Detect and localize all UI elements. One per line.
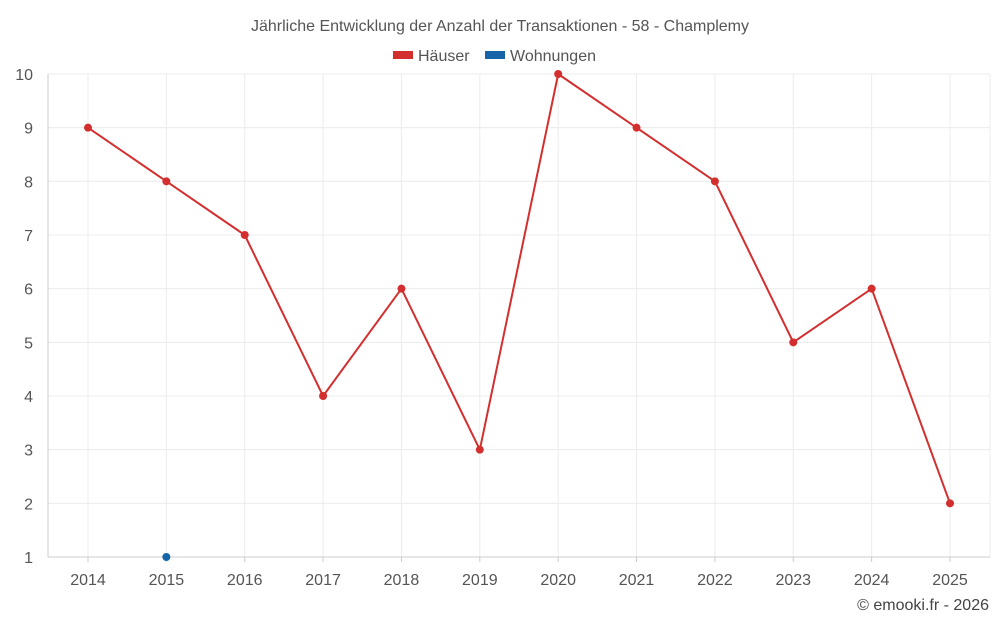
x-tick-label: 2023: [775, 572, 811, 589]
legend-swatch-wohnungen: [485, 51, 505, 59]
data-point-haeuser[interactable]: [162, 177, 171, 186]
x-tick-label: 2016: [227, 572, 263, 589]
data-point-haeuser[interactable]: [710, 177, 719, 186]
x-tick-label: 2019: [462, 572, 498, 589]
data-point-haeuser[interactable]: [632, 123, 641, 132]
series: [84, 70, 954, 561]
legend-swatch-haeuser: [393, 51, 413, 59]
y-tick-label: 8: [24, 174, 33, 191]
y-tick-label: 3: [24, 443, 33, 460]
data-point-wohnungen[interactable]: [162, 553, 171, 561]
data-point-haeuser[interactable]: [867, 284, 876, 293]
y-tick-label: 10: [15, 67, 33, 84]
data-point-haeuser[interactable]: [240, 231, 249, 239]
y-tick-label: 4: [24, 389, 33, 406]
y-tick-label: 6: [24, 282, 33, 299]
data-point-haeuser[interactable]: [554, 70, 563, 78]
x-tick-label: 2018: [384, 572, 420, 589]
chart-legend: Häuser Wohnungen: [393, 48, 596, 65]
grid: [48, 73, 991, 557]
axes: 1 2 3 4 5 6 7 8 9 10 2014 2015 2016 2017 2018 2019 2020 2…: [15, 67, 990, 589]
data-point-haeuser[interactable]: [946, 499, 954, 508]
y-tick-label: 7: [24, 228, 33, 245]
legend-label-haeuser[interactable]: Häuser: [418, 48, 470, 65]
data-point-haeuser[interactable]: [84, 123, 92, 132]
data-point-haeuser[interactable]: [789, 338, 798, 347]
y-tick-label: 2: [24, 496, 33, 513]
x-tick-label: 2020: [540, 572, 576, 589]
y-tick-label: 5: [24, 335, 33, 352]
x-tick-label: 2015: [149, 572, 185, 589]
x-tick-label: 2025: [932, 572, 968, 589]
credit-text[interactable]: © emooki.fr - 2026: [857, 597, 989, 614]
data-point-haeuser[interactable]: [319, 392, 328, 400]
x-tick-label: 2017: [305, 572, 341, 589]
data-point-haeuser[interactable]: [397, 284, 406, 293]
x-tick-label: 2022: [697, 572, 733, 589]
legend-label-wohnungen[interactable]: Wohnungen: [510, 48, 596, 65]
x-tick-label: 2014: [70, 572, 106, 589]
y-tick-label: 9: [24, 121, 33, 138]
x-tick-label: 2021: [619, 572, 655, 589]
x-tick-label: 2024: [854, 572, 890, 589]
series-line-haeuser: [87, 73, 951, 504]
y-tick-label: 1: [24, 550, 33, 567]
data-point-haeuser[interactable]: [475, 445, 484, 454]
chart-title: Jährliche Entwicklung der Anzahl der Tra…: [251, 18, 749, 35]
